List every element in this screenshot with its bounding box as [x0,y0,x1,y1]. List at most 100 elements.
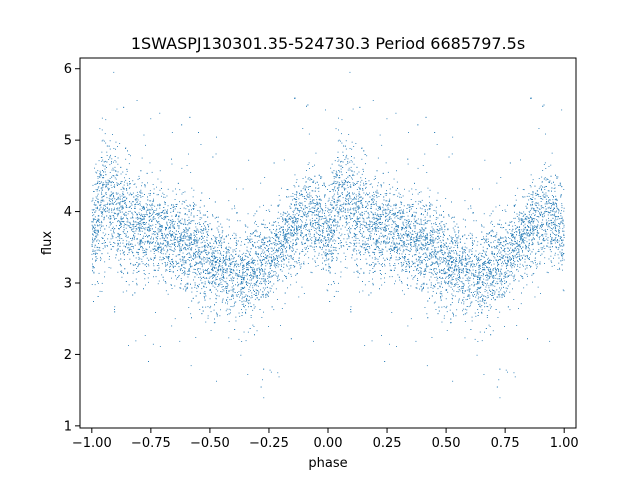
data-point [452,273,454,275]
data-point [547,211,549,212]
data-point [513,372,515,374]
data-point [434,231,436,233]
data-point [305,219,307,221]
data-point [217,286,219,287]
data-point [251,296,253,298]
data-point [172,190,174,192]
data-point [374,212,376,214]
data-point [292,243,294,245]
scatter-points [91,71,565,399]
data-point [359,201,361,202]
data-point [117,163,119,165]
data-point [441,226,443,228]
data-point [526,267,528,269]
data-point [450,282,452,283]
data-point [171,277,172,279]
data-point [472,240,474,242]
data-point [442,286,443,288]
data-point [107,207,108,209]
data-point [380,186,382,188]
data-point [544,203,546,205]
data-point [345,197,346,199]
data-point [454,244,456,246]
data-point [179,246,180,248]
data-point [478,304,479,305]
data-point [456,259,457,261]
data-point [277,299,278,300]
data-point [135,278,137,280]
data-point [179,340,181,342]
data-point [532,242,533,244]
data-point [372,278,373,280]
data-point [287,287,288,289]
data-point [116,108,118,110]
data-point [173,266,174,268]
data-point [193,255,195,257]
data-point [482,298,484,300]
data-point [538,188,540,190]
data-point [244,306,245,308]
data-point [117,213,119,215]
data-point [516,269,517,271]
data-point [457,245,458,247]
data-point [271,285,273,287]
data-point [486,266,488,268]
data-point [346,195,348,197]
data-point [277,266,279,268]
data-point [291,258,293,260]
data-point [509,274,511,276]
data-point [395,215,397,217]
data-point [215,288,217,290]
data-point [377,182,379,184]
data-point [455,242,456,243]
data-point [365,225,367,227]
data-point [512,235,514,237]
data-point [560,236,561,238]
data-point [395,231,397,232]
data-point [340,209,342,211]
data-point [179,189,181,191]
data-point [491,246,493,248]
data-point [334,231,335,233]
data-point [454,216,455,218]
data-point [302,249,303,251]
data-point [310,271,312,273]
data-point [92,228,93,230]
data-point [282,251,284,253]
data-point [500,177,502,178]
data-point [101,197,103,199]
data-point [314,228,316,229]
data-point [319,211,321,213]
data-point [305,215,307,217]
data-point [530,261,532,263]
data-point [397,226,399,227]
data-point [442,240,444,242]
data-point [314,214,316,216]
data-point [328,239,330,240]
data-point [433,302,435,304]
data-point [510,259,511,261]
data-point [178,254,180,255]
data-point [289,207,291,209]
data-point [478,296,479,298]
data-point [250,277,251,278]
data-point [188,239,190,241]
data-point [289,265,291,267]
data-point [529,257,530,259]
data-point [228,291,230,292]
data-point [414,276,416,278]
data-point [184,233,185,235]
data-point [425,260,426,262]
data-point [286,238,288,240]
data-point [203,232,204,234]
data-point [321,218,322,220]
data-point [327,244,329,245]
data-point [536,227,538,229]
data-point [405,226,407,228]
data-point [547,272,549,274]
data-point [486,262,488,263]
data-point [126,224,128,226]
data-point [485,302,487,304]
data-point [350,160,352,161]
data-point [119,204,121,206]
